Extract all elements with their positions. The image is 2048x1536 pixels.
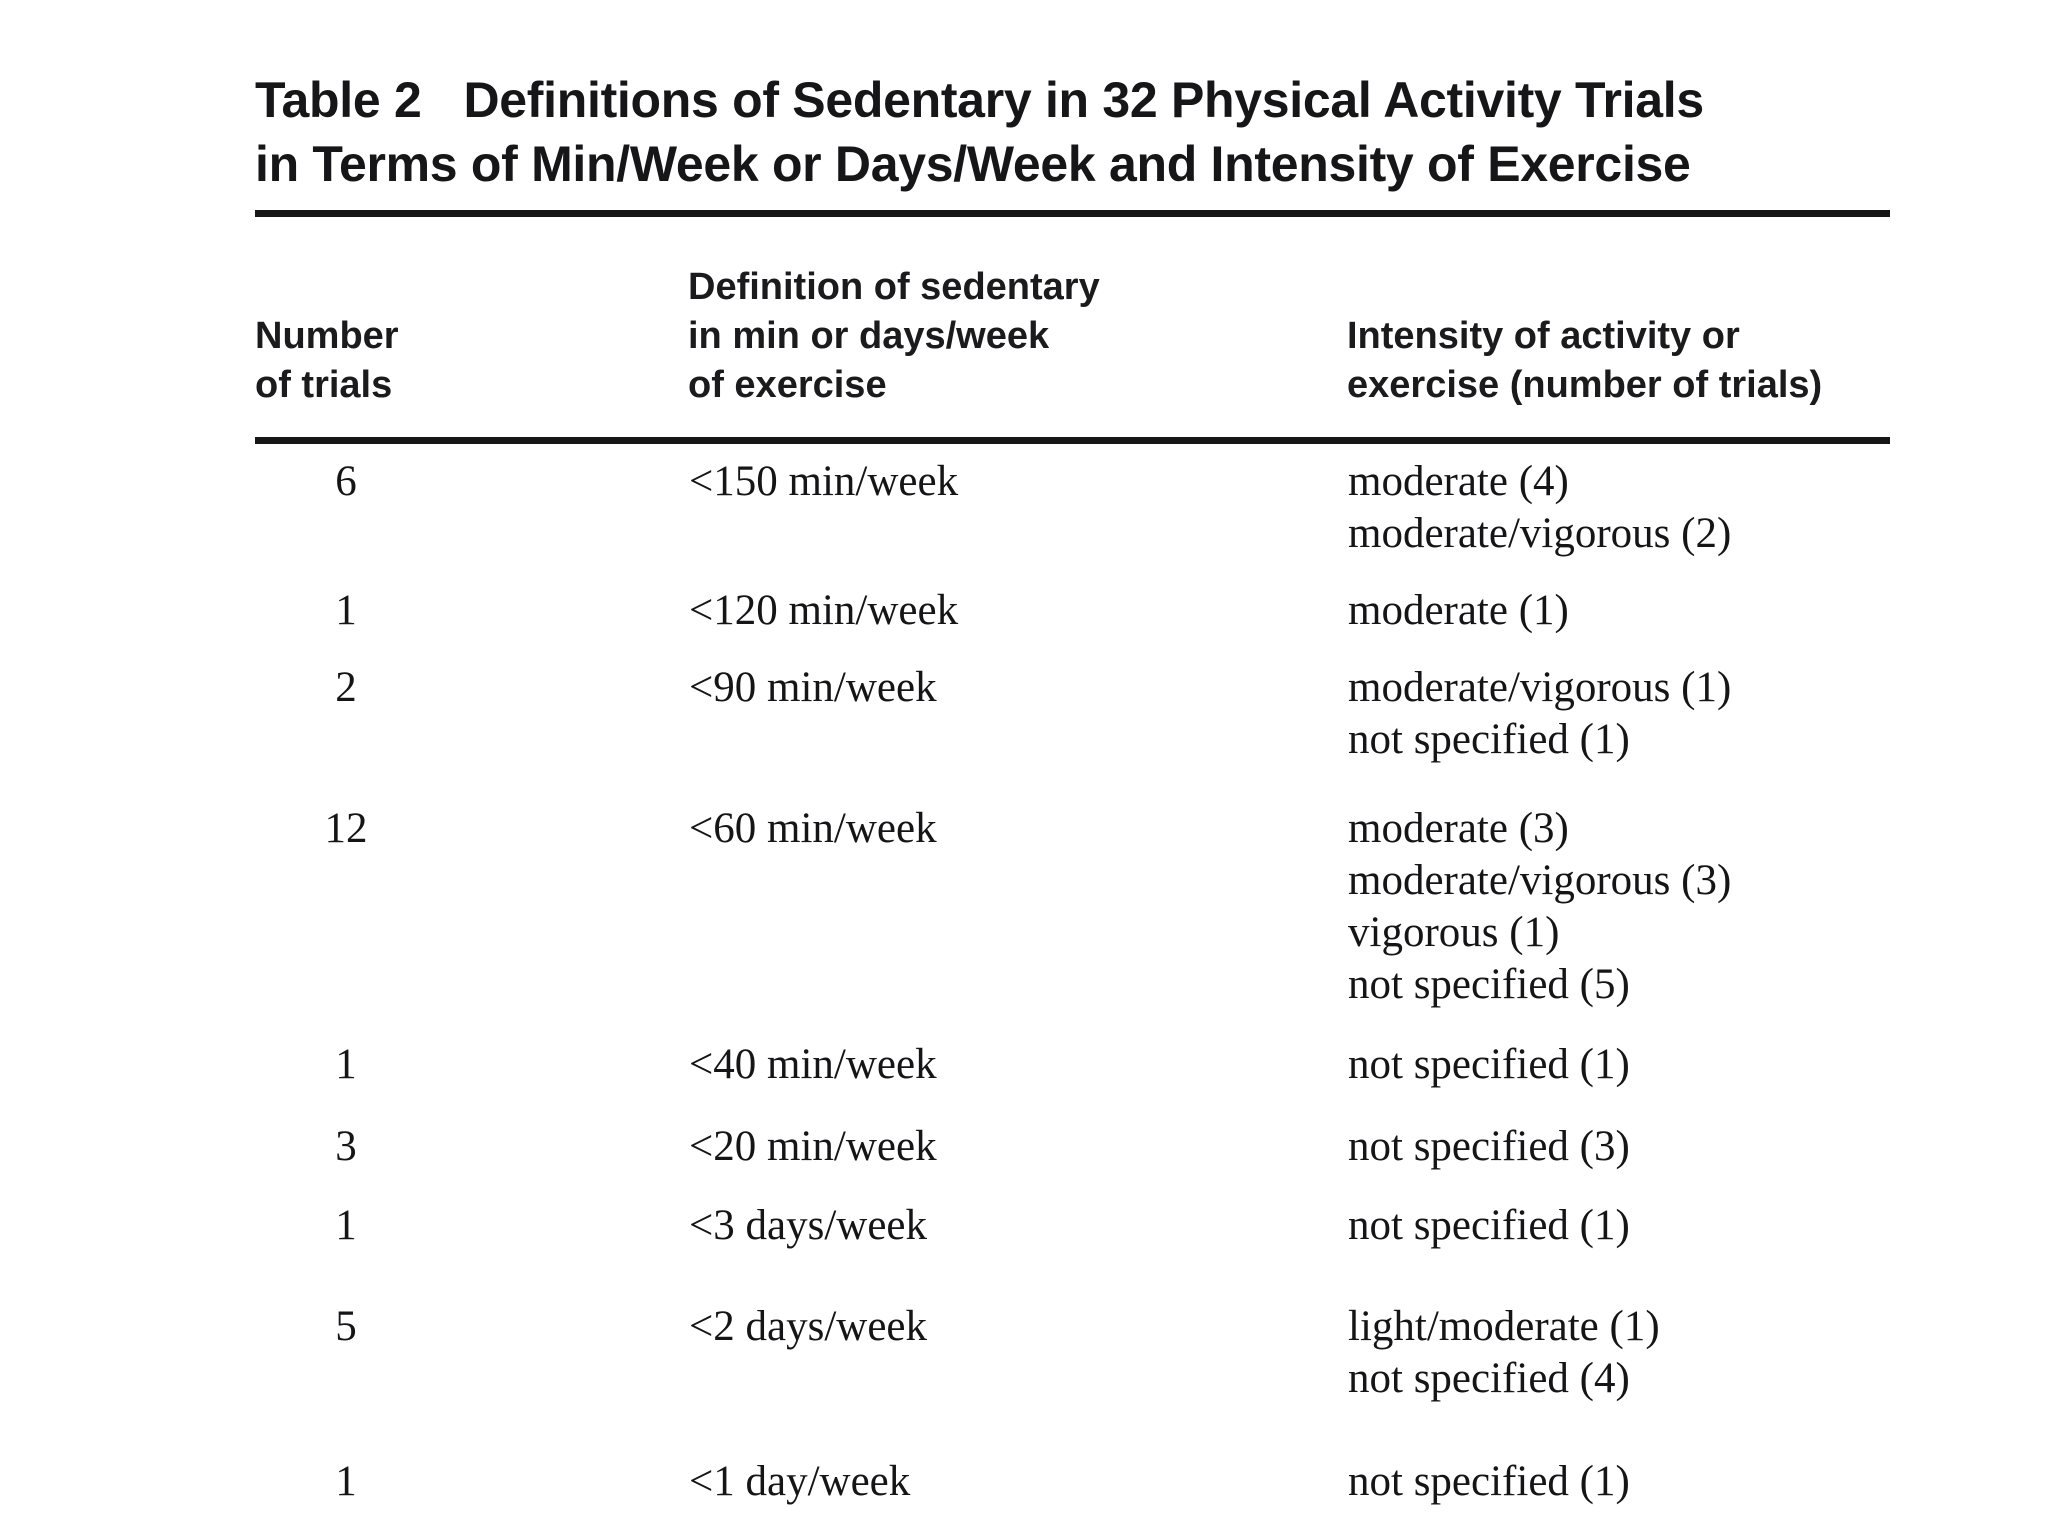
sedentary-definition: <90 min/week <box>689 664 937 711</box>
table-title-line2: in Terms of Min/Week or Days/Week and In… <box>255 136 1691 192</box>
sedentary-definition: <2 days/week <box>689 1303 927 1350</box>
intensity-values: moderate (3) moderate/vigorous (3) vigor… <box>1348 805 1732 1008</box>
sedentary-definition: <120 min/week <box>689 587 959 634</box>
sedentary-definition: <60 min/week <box>689 805 937 852</box>
column-header-number-of-trials: Number of trials <box>255 210 688 444</box>
table-row: 6 <150 min/week moderate (4) moderate/vi… <box>255 441 1890 562</box>
table-row: 2 <90 min/week moderate/vigorous (1) not… <box>255 638 1890 767</box>
table-number-label: Table 2 <box>255 72 422 128</box>
intensity-values: not specified (1) <box>1348 1041 1630 1088</box>
trials-count: 6 <box>335 458 357 505</box>
intensity-values: moderate/vigorous (1) not specified (1) <box>1348 664 1732 763</box>
intensity-values: light/moderate (1) not specified (4) <box>1348 1303 1660 1402</box>
trials-count: 12 <box>324 805 368 852</box>
trials-count: 1 <box>335 587 357 634</box>
trials-count: 1 <box>335 1202 357 1249</box>
paper-table-page: Table 2 Definitions of Sedentary in 32 Ph… <box>255 68 1890 1509</box>
sedentary-definition: <150 min/week <box>689 458 959 505</box>
sedentary-definition: <40 min/week <box>689 1041 937 1088</box>
intensity-values: not specified (1) <box>1348 1458 1630 1505</box>
intensity-values: moderate (4) moderate/vigorous (2) <box>1348 458 1732 557</box>
table-row: 1 <40 min/week not specified (1) <box>255 1012 1890 1092</box>
table-row: 3 <20 min/week not specified (3) <box>255 1092 1890 1174</box>
table-row: 1 <1 day/week not specified (1) <box>255 1406 1890 1509</box>
table-title-line1: Definitions of Sedentary in 32 Physical … <box>463 72 1704 128</box>
trials-count: 1 <box>335 1041 357 1088</box>
trials-count: 1 <box>335 1458 357 1505</box>
intensity-values: not specified (3) <box>1348 1123 1630 1170</box>
table-caption: Table 2 Definitions of Sedentary in 32 Ph… <box>255 68 1890 196</box>
sedentary-definition: <3 days/week <box>689 1202 927 1249</box>
table-row: 5 <2 days/week light/moderate (1) not sp… <box>255 1253 1890 1406</box>
trials-count: 5 <box>335 1303 357 1350</box>
table-row: 1 <120 min/week moderate (1) <box>255 561 1890 638</box>
sedentary-definition: <1 day/week <box>689 1458 911 1505</box>
table-row: 1 <3 days/week not specified (1) <box>255 1174 1890 1253</box>
trials-count: 3 <box>335 1123 357 1170</box>
trials-count: 2 <box>335 664 357 711</box>
column-header-intensity: Intensity of activity or exercise (numbe… <box>1347 210 1890 444</box>
table-row: 12 <60 min/week moderate (3) moderate/vi… <box>255 767 1890 1012</box>
header-row: Number of trials Definition of sedentary… <box>255 210 1890 444</box>
definitions-of-sedentary-table: Number of trials Definition of sedentary… <box>255 210 1890 1509</box>
column-header-definition-of-sedentary: Definition of sedentary in min or days/w… <box>688 210 1347 444</box>
sedentary-definition: <20 min/week <box>689 1123 937 1170</box>
intensity-values: not specified (1) <box>1348 1202 1630 1249</box>
table-caption-line1: Table 2 Definitions of Sedentary in 32 Ph… <box>255 68 1890 132</box>
intensity-values: moderate (1) <box>1348 587 1569 634</box>
